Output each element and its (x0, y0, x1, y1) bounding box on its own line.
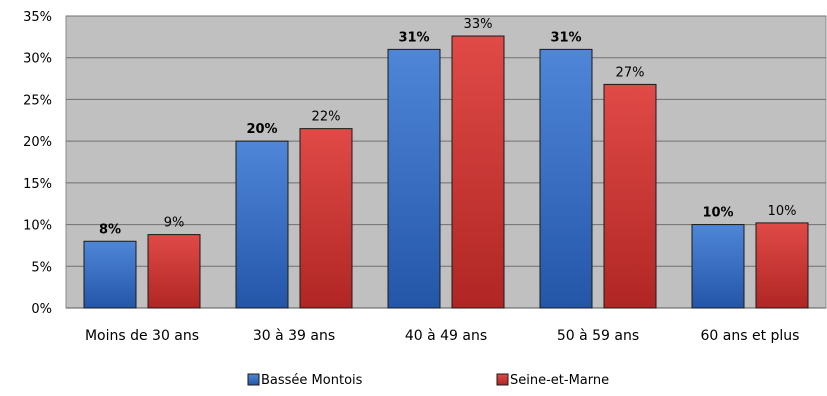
data-label: 10% (702, 206, 733, 221)
y-tick-label: 5% (31, 260, 52, 275)
bars (83, 35, 809, 309)
bar-bassee-montois (539, 48, 593, 309)
bar-seine-et-marne (147, 234, 201, 309)
x-axis-categories: Moins de 30 ans 30 à 39 ans 40 à 49 ans 50 … (85, 328, 800, 344)
y-tick-label: 0% (31, 302, 52, 317)
legend-label: Seine-et-Marne (510, 373, 609, 388)
bar-bassee-montois (83, 240, 137, 309)
bar-bassee-montois (235, 140, 289, 309)
bar-seine-et-marne (603, 83, 657, 309)
data-label: 22% (312, 110, 341, 125)
legend: Bassée Montois Seine-et-Marne (247, 373, 609, 388)
data-label: 10% (768, 204, 797, 219)
y-axis-ticks: 0% 5% 10% 15% 20% 25% 30% 35% (23, 10, 52, 317)
data-label: 9% (164, 216, 185, 231)
data-label: 20% (246, 122, 277, 137)
y-tick-label: 10% (23, 219, 52, 234)
bar-bassee-montois (387, 48, 441, 309)
y-tick-label: 35% (23, 10, 52, 25)
category-label: 50 à 59 ans (557, 328, 639, 344)
bar-seine-et-marne (755, 222, 809, 309)
bar-seine-et-marne (451, 35, 505, 309)
y-tick-label: 25% (23, 93, 52, 108)
data-label: 33% (464, 17, 493, 32)
data-label: 31% (550, 30, 581, 45)
bar-seine-et-marne (299, 128, 353, 309)
y-tick-label: 15% (23, 177, 52, 192)
data-label: 27% (616, 65, 645, 80)
data-labels: 8% 9% 20% 22% 31% 33% 31% 27% 10% 10% (99, 17, 796, 237)
category-label: 30 à 39 ans (253, 328, 335, 344)
legend-label: Bassée Montois (261, 373, 363, 388)
data-label: 8% (99, 222, 121, 237)
category-label: Moins de 30 ans (85, 328, 199, 344)
y-tick-label: 30% (23, 52, 52, 67)
y-tick-label: 20% (23, 135, 52, 150)
category-label: 60 ans et plus (701, 328, 800, 344)
category-label: 40 à 49 ans (405, 328, 487, 344)
bar-bassee-montois (691, 224, 745, 309)
legend-swatch (247, 373, 260, 386)
legend-swatch (496, 373, 509, 386)
data-label: 31% (398, 30, 429, 45)
